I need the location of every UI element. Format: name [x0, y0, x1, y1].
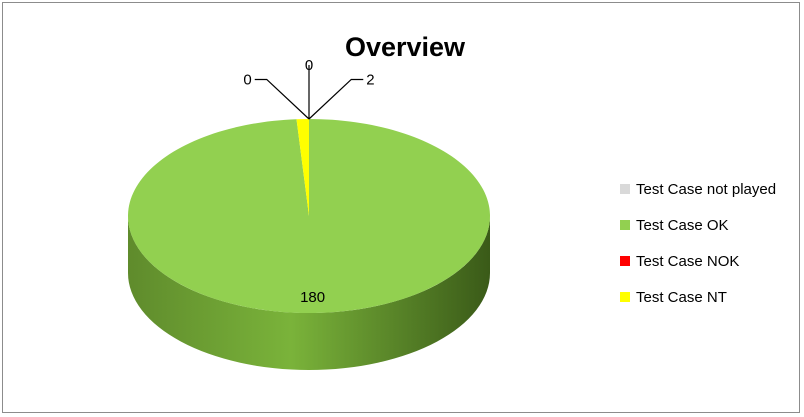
legend-swatch — [620, 256, 630, 266]
data-label-test-case-not-played: 0 — [243, 71, 251, 88]
legend-item-test-case-nok: Test Case NOK — [620, 248, 800, 274]
pie-side-wall — [128, 216, 490, 370]
pie-slice-test-case-nt — [296, 119, 309, 216]
chart-title: Overview — [345, 32, 466, 62]
legend-label: Test Case OK — [636, 216, 729, 234]
legend-swatch — [620, 184, 630, 194]
legend-item-test-case-not-played: Test Case not played — [620, 176, 800, 202]
data-label-test-case-nt: 2 — [366, 71, 374, 88]
legend-swatch — [620, 292, 630, 302]
legend-label: Test Case NT — [636, 288, 727, 306]
legend-item-test-case-nt: Test Case NT — [620, 284, 800, 310]
data-labels: 0 180 0 2 — [243, 57, 374, 306]
data-label-test-case-ok: 180 — [300, 289, 325, 306]
pie-slice-test-case-ok — [127, 119, 490, 313]
leader-line-test-case-not-played — [254, 78, 310, 120]
legend-item-test-case-ok: Test Case OK — [620, 212, 800, 238]
legend-swatch — [620, 220, 630, 230]
legend-label: Test Case not played — [636, 180, 777, 198]
legend: Test Case not played Test Case OK Test Cas… — [620, 176, 800, 320]
legend-label: Test Case NOK — [636, 252, 740, 270]
pie — [127, 119, 490, 370]
leader-line-test-case-nt — [308, 78, 364, 120]
data-label-test-case-nok: 0 — [305, 57, 313, 74]
